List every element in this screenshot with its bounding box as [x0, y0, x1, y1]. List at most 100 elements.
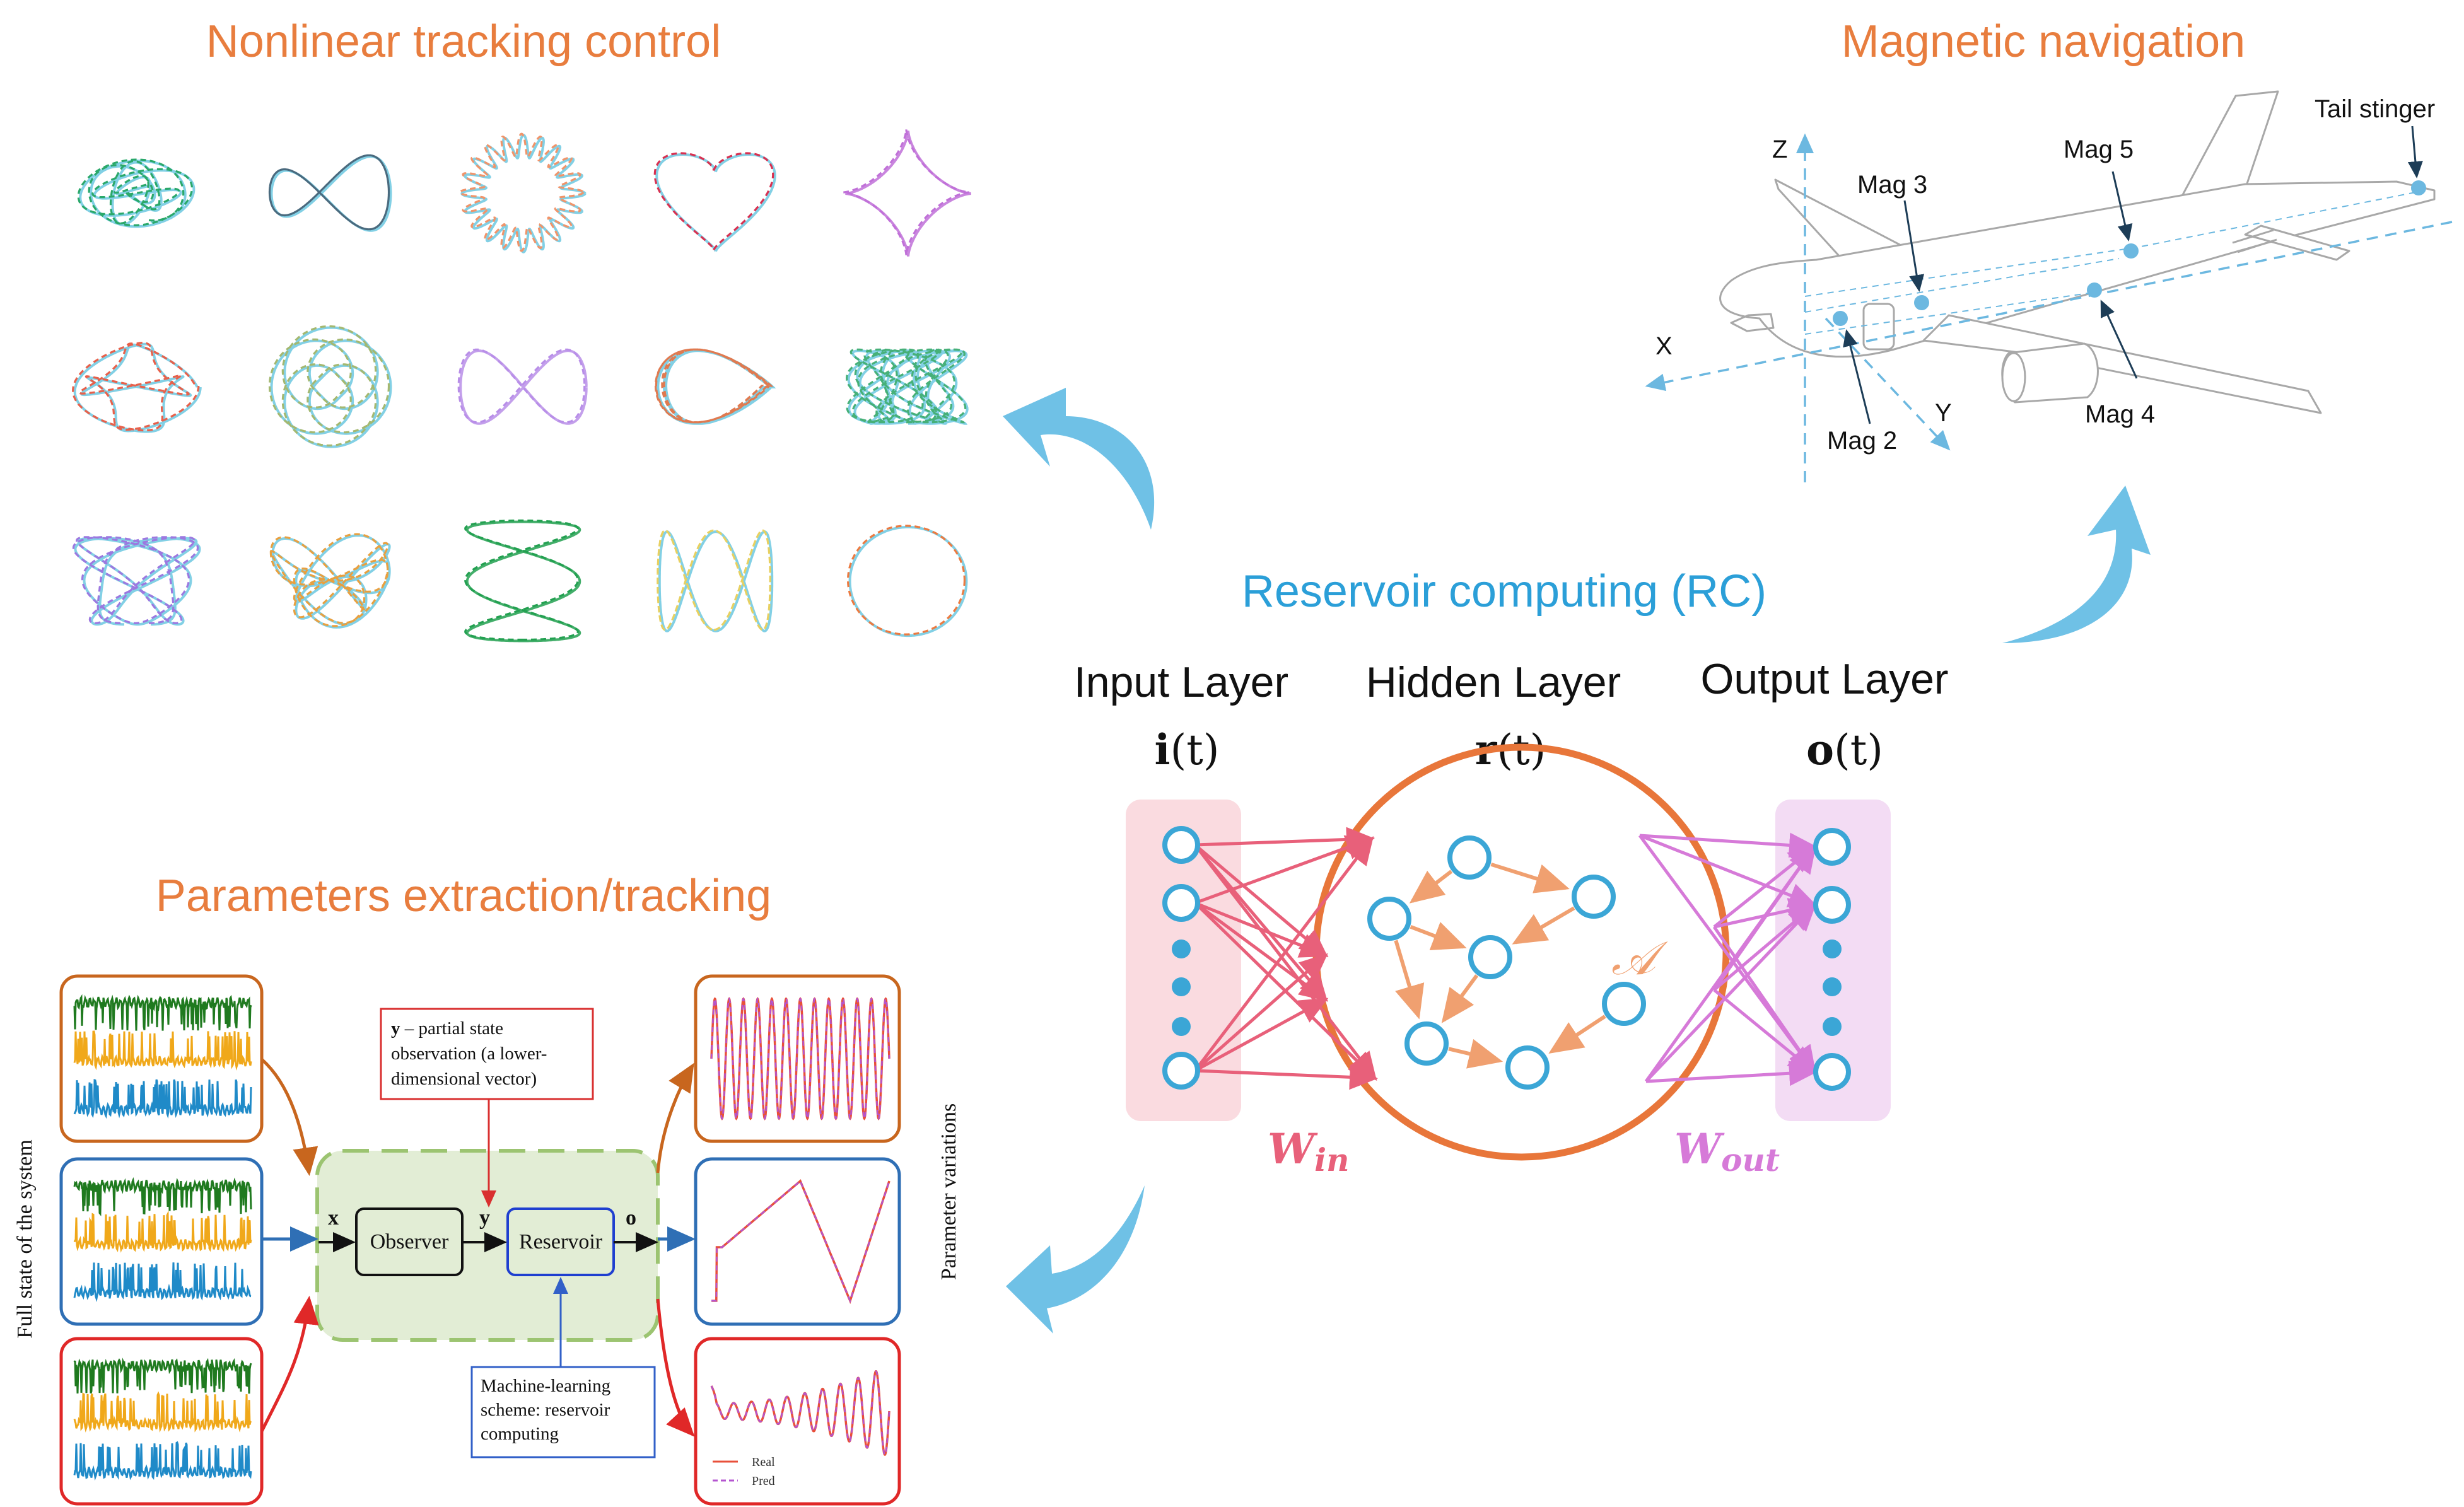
trajectory-double-loop — [72, 342, 202, 433]
output-ellipsis-dot — [1823, 1017, 1842, 1036]
y-note-line3: dimensional vector) — [391, 1069, 537, 1089]
full-state-label: Full state of the system — [13, 1139, 37, 1338]
input-vector-label: i(t) — [1154, 725, 1219, 774]
reservoir-label: Reservoir — [519, 1230, 603, 1254]
cockpit-windows — [1730, 313, 1775, 332]
mag2-label: Mag 2 — [1827, 427, 1897, 455]
trajectory-lorenz-like — [77, 158, 196, 228]
reservoir-node — [1602, 982, 1646, 1026]
axis-z-label: Z — [1772, 136, 1787, 163]
state-signal-group — [73, 1358, 252, 1481]
state-box-middle — [59, 1157, 264, 1326]
mag3-point — [1914, 295, 1929, 310]
trajectory-torus — [458, 132, 587, 253]
output-layer-band — [1775, 800, 1891, 1121]
trajectory-chaotic — [845, 348, 969, 425]
trajectory-infinity — [457, 348, 588, 425]
output-plot-sine — [710, 997, 890, 1120]
trajectory-helix — [268, 154, 392, 232]
curved-arrow-to-navigation — [2002, 486, 2151, 643]
ml-note-line3: computing — [481, 1424, 559, 1444]
magnetometer-leaders — [1843, 125, 2423, 424]
output-legend: Real Pred — [713, 1455, 775, 1488]
input-node — [1162, 1052, 1200, 1090]
flow-o-label: o — [626, 1206, 636, 1230]
ml-note-line1: Machine-learning — [481, 1376, 610, 1396]
w-out-label: Wout — [1674, 1124, 1780, 1178]
parameter-variations-label: Parameter variations — [937, 1103, 960, 1280]
output-signals — [710, 997, 890, 1456]
trajectory-rose — [268, 325, 392, 448]
w-in-label: Win — [1268, 1124, 1349, 1178]
y-note-box — [380, 1008, 594, 1100]
near-wing — [1922, 314, 2322, 414]
input-layer-band — [1126, 800, 1241, 1121]
output-ellipsis-dot — [1823, 977, 1842, 996]
title-magnetic-navigation: Magnetic navigation — [1842, 16, 2245, 67]
output-node — [1813, 1053, 1851, 1091]
w-in-base: W — [1268, 1124, 1318, 1173]
reservoir-node — [1447, 835, 1492, 880]
reservoir-node — [1367, 897, 1411, 941]
mag3-label: Mag 3 — [1857, 171, 1927, 199]
axis-x-label: X — [1655, 332, 1673, 360]
output-box-middle — [694, 1157, 901, 1326]
output-vector-arg: (t) — [1834, 726, 1883, 774]
trajectory-circle — [847, 525, 968, 637]
state-signal-group — [73, 1177, 252, 1302]
reservoir-boundary — [1312, 743, 1730, 1161]
y-note-line1: y – partial state — [391, 1018, 503, 1039]
trajectory-zigzag — [657, 529, 774, 632]
tail-stinger-label: Tail stinger — [2315, 95, 2435, 123]
title-parameters-extraction: Parameters extraction/tracking — [156, 871, 771, 921]
trajectory-astroid — [843, 129, 971, 257]
output-vector-label: o(t) — [1806, 725, 1883, 774]
legend-pred: Pred — [752, 1474, 775, 1488]
trajectory-teardrop — [655, 348, 776, 425]
curved-arrow-to-parameters — [1006, 1185, 1145, 1334]
ml-note-box — [470, 1366, 656, 1458]
legend-real: Real — [752, 1455, 775, 1469]
x-axis-line — [1645, 221, 2453, 392]
output-node — [1813, 886, 1851, 924]
magnetometer-points — [1833, 180, 2426, 326]
output-layer-label: Output Layer — [1700, 655, 1948, 703]
input-ellipsis-dot — [1172, 940, 1191, 958]
hidden-layer-label: Hidden Layer — [1366, 658, 1621, 706]
network-edges — [1194, 827, 1818, 1090]
input-layer-label: Input Layer — [1074, 658, 1288, 706]
trajectory-chaotic-orange — [269, 533, 391, 629]
flow-y-label: y — [479, 1206, 490, 1230]
w-out-base: W — [1674, 1124, 1725, 1173]
title-nonlinear-tracking: Nonlinear tracking control — [206, 16, 721, 67]
w-in-sub: in — [1314, 1141, 1349, 1178]
input-vector-bold: i — [1154, 725, 1170, 774]
reservoir-node — [1572, 875, 1616, 919]
flow-arrows — [260, 1058, 696, 1437]
output-plot-triangle — [711, 1179, 890, 1305]
stabilizer-near — [2244, 224, 2350, 261]
flow-x-label: x — [328, 1206, 339, 1230]
y-note-line2: observation (a lower- — [391, 1044, 547, 1064]
airplane-illustration — [1719, 90, 2436, 414]
fuselage-reference-lines — [1804, 192, 2416, 335]
output-vector-bold: o — [1806, 725, 1834, 774]
axis-y-label: Y — [1935, 399, 1952, 427]
trajectory-lissajous — [464, 519, 581, 643]
mag5-point — [2123, 243, 2139, 259]
network-nodes — [1162, 826, 1851, 1091]
input-vector-arg: (t) — [1171, 726, 1220, 774]
output-node — [1813, 828, 1851, 866]
trajectory-grid — [72, 129, 971, 643]
adjacency-symbol: 𝒜 — [1611, 931, 1668, 986]
reservoir-node — [1505, 1045, 1550, 1090]
tail-cone-lines — [2232, 229, 2277, 253]
curved-arrow-to-tracking — [1003, 388, 1155, 530]
trajectory-chaotic-purple — [72, 536, 201, 626]
observer-label: Observer — [370, 1230, 449, 1254]
mag4-label: Mag 4 — [2085, 400, 2155, 428]
mag5-label: Mag 5 — [2064, 136, 2134, 163]
reservoir-node — [1404, 1021, 1449, 1066]
ml-note-line2: scheme: reservoir — [481, 1400, 610, 1420]
